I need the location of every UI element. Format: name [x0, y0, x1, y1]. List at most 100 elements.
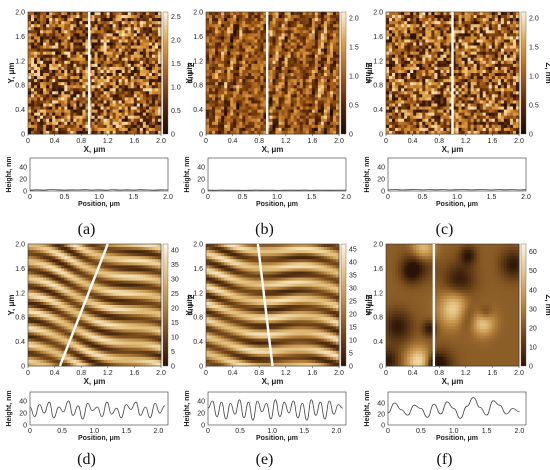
map-cell: [404, 51, 408, 56]
map-cell: [100, 36, 104, 40]
map-cell: [479, 45, 484, 49]
map-cell: [100, 109, 104, 114]
map-cell: [278, 36, 282, 40]
map-cell: [37, 69, 41, 74]
map-cell: [485, 27, 490, 31]
map-cell: [515, 33, 520, 37]
profile-frame: [207, 157, 347, 192]
map-cell: [136, 82, 141, 86]
map-cell: [73, 66, 77, 71]
map-cell: [242, 109, 246, 114]
map-cell: [296, 91, 301, 95]
map-cell: [151, 33, 156, 37]
map-cell: [206, 76, 210, 80]
map-cell: [215, 91, 219, 95]
map-cell: [248, 63, 252, 68]
map-cell: [275, 127, 279, 132]
map-cell: [61, 36, 65, 40]
map-cell: [218, 33, 222, 37]
map-cell: [151, 45, 156, 49]
map-cell: [73, 33, 77, 37]
map-cell: [278, 39, 282, 43]
map-cell: [239, 18, 243, 22]
map-cell: [401, 48, 405, 53]
map-cell: [311, 127, 316, 132]
map-cell: [302, 97, 307, 101]
map-cell: [413, 18, 417, 22]
map-cell: [257, 130, 261, 135]
map-cell: [43, 60, 47, 65]
map-cell: [230, 51, 234, 56]
map-cell: [233, 15, 237, 19]
map-cell: [124, 51, 129, 56]
map-cell: [419, 91, 423, 95]
map-cell: [145, 66, 150, 71]
map-cell: [389, 42, 393, 46]
map-cell: [49, 76, 53, 80]
map-cell: [449, 82, 453, 86]
map-cell: [257, 60, 261, 65]
map-cell: [386, 82, 390, 86]
map-cell: [476, 30, 481, 34]
map-cell: [260, 21, 264, 25]
map-cell: [133, 63, 138, 68]
map-cell: [58, 36, 62, 40]
map-cell: [437, 39, 441, 43]
map-cell: [106, 18, 111, 22]
map-cell: [139, 57, 144, 62]
map-cell: [157, 112, 162, 117]
map-cell: [103, 66, 107, 71]
map-cell: [130, 82, 135, 86]
map-cell: [157, 51, 162, 56]
map-frame: [27, 11, 162, 135]
map-cell: [407, 69, 411, 74]
map-cell: [509, 57, 514, 62]
map-cell: [260, 69, 264, 74]
map-cell: [509, 54, 514, 59]
map-cell: [425, 18, 429, 22]
map-cell: [230, 88, 234, 92]
map-cell: [392, 30, 396, 34]
map-cell: [449, 91, 453, 95]
map-cell: [67, 91, 71, 95]
map-cell: [263, 94, 267, 98]
map-cell: [82, 36, 86, 40]
map-cell: [148, 88, 153, 92]
map-cell: [281, 106, 285, 110]
map-cell: [94, 130, 98, 135]
map-cell: [206, 33, 210, 37]
map-cell: [206, 88, 210, 92]
map-cell: [82, 82, 86, 86]
map-cell: [287, 54, 292, 59]
map-cell: [332, 33, 337, 37]
map-cell: [425, 97, 429, 101]
map-cell: [323, 76, 328, 80]
map-cell: [326, 15, 331, 19]
map-cell: [130, 109, 135, 114]
map-cell: [257, 27, 261, 31]
map-cell: [233, 33, 237, 37]
map-cell: [449, 18, 453, 22]
map-cell: [491, 60, 496, 65]
map-cell: [329, 45, 334, 49]
map-cell: [485, 85, 490, 89]
map-cell: [509, 85, 514, 89]
map-cell: [115, 85, 120, 89]
map-cell: [275, 45, 279, 49]
map-cell: [97, 39, 101, 43]
map-cell: [49, 63, 53, 68]
map-cell: [67, 30, 71, 34]
map-cell: [248, 45, 252, 49]
map-cell: [64, 60, 68, 65]
map-cell: [76, 12, 80, 16]
map-cell: [422, 54, 426, 59]
map-cell: [491, 51, 496, 56]
map-cell: [130, 106, 135, 110]
map-cell: [46, 33, 50, 37]
map-cell: [281, 103, 285, 107]
map-cell: [248, 79, 252, 83]
map-cell: [239, 79, 243, 83]
map-cell: [85, 21, 89, 25]
map-cell: [512, 12, 517, 16]
map-cell: [305, 121, 310, 126]
